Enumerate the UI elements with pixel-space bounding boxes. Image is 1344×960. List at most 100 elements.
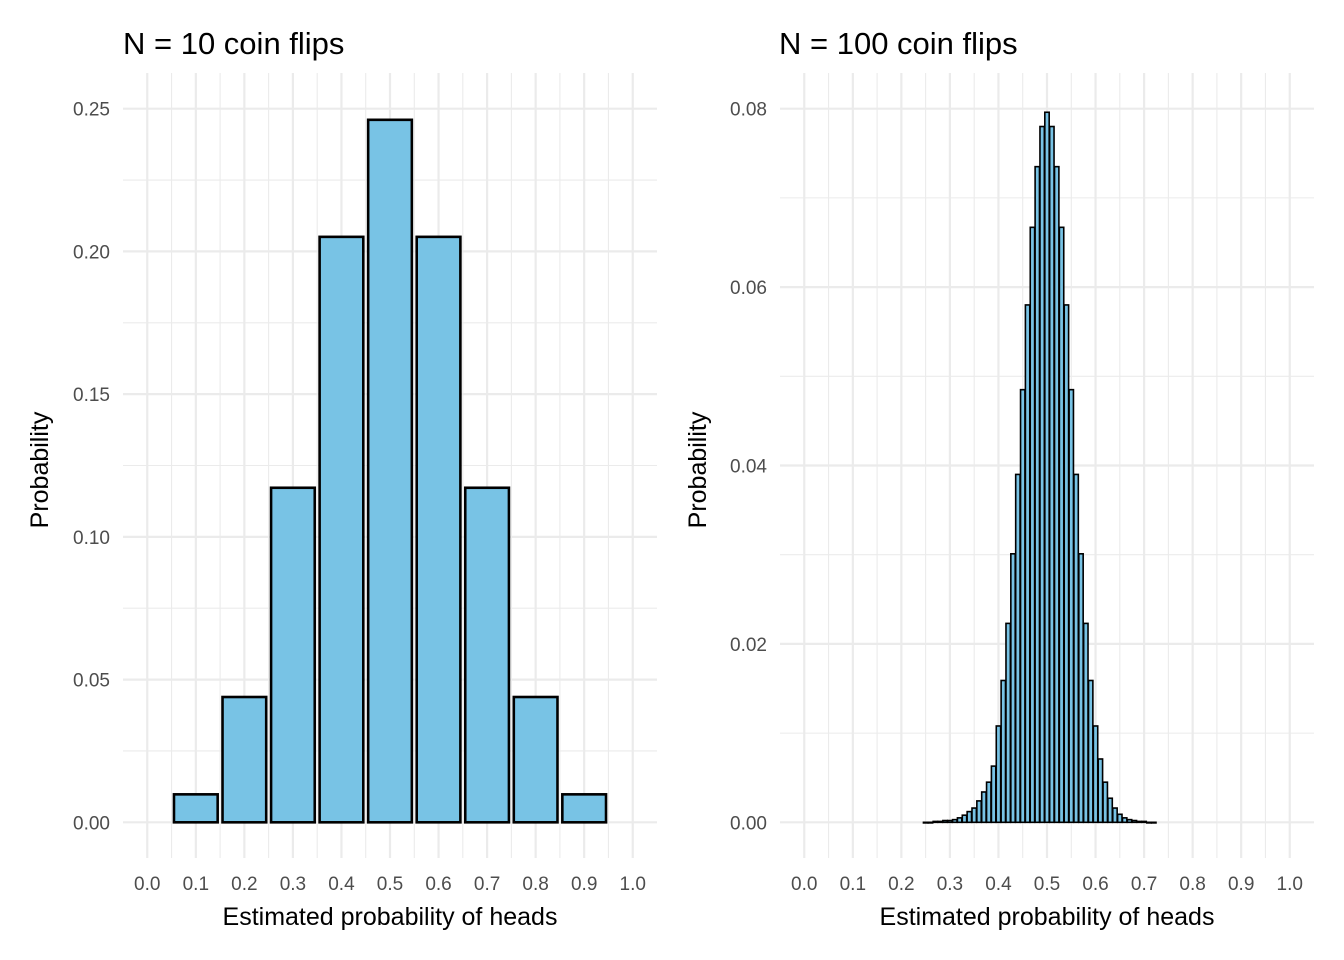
- bar: [1068, 388, 1075, 824]
- bar: [1097, 758, 1104, 824]
- panel-n100: N = 100 coin flips 0.000.020.040.060.08 …: [684, 26, 1314, 931]
- bar: [1116, 813, 1123, 824]
- bar: [976, 800, 983, 824]
- bar: [1063, 304, 1070, 824]
- bar: [1107, 797, 1114, 824]
- bar: [269, 486, 317, 824]
- x-axis-title: Estimated probability of heads: [223, 903, 558, 931]
- x-tick-label: 0.6: [1082, 874, 1108, 895]
- x-tick-label: 0.8: [522, 874, 548, 895]
- x-tick-label: 0.3: [937, 874, 963, 895]
- bar: [1053, 165, 1060, 824]
- bar: [318, 235, 365, 824]
- bar: [995, 725, 1002, 824]
- bar: [937, 820, 944, 824]
- bar: [971, 807, 978, 824]
- bar: [927, 821, 934, 824]
- y-tick-label: 0.05: [73, 671, 110, 692]
- x-tick-label: 0.0: [791, 874, 817, 895]
- bar: [1150, 821, 1157, 824]
- x-axis-title: Estimated probability of heads: [880, 903, 1215, 931]
- bar: [932, 820, 939, 824]
- bars: [172, 118, 608, 824]
- x-tick-label: 0.7: [1131, 874, 1157, 895]
- bar: [1092, 725, 1099, 824]
- bar: [1039, 125, 1046, 824]
- x-tick-label: 0.5: [377, 874, 403, 895]
- bar: [1145, 821, 1152, 824]
- bar: [1077, 553, 1084, 824]
- bar: [1126, 818, 1133, 824]
- x-tick-label: 0.1: [840, 874, 866, 895]
- y-tick-label: 0.20: [73, 242, 110, 263]
- x-tick-label: 0.1: [183, 874, 209, 895]
- y-axis-title: Probability: [684, 411, 712, 528]
- bar: [512, 695, 559, 824]
- bar: [1019, 388, 1026, 824]
- y-tick-label: 0.25: [73, 100, 110, 121]
- panel-n10: N = 10 coin flips 0.000.050.100.150.200.…: [26, 26, 657, 931]
- bar: [1073, 473, 1080, 824]
- y-tick-label: 0.00: [730, 813, 767, 834]
- x-tick-labels: 0.0 0.1 0.2 0.3 0.4 0.5 0.6 0.7 0.8 0.9 1.0: [791, 874, 1303, 895]
- x-tick-label: 0.2: [888, 874, 914, 895]
- bar: [1044, 111, 1050, 824]
- y-tick-labels: 0.00 0.02 0.04 0.06 0.08: [730, 100, 767, 835]
- panel-title: N = 10 coin flips: [123, 26, 344, 61]
- y-tick-label: 0.04: [730, 457, 767, 478]
- bar: [561, 793, 608, 824]
- bar: [1121, 817, 1128, 824]
- bar: [1087, 679, 1094, 824]
- x-tick-label: 0.4: [985, 874, 1012, 895]
- bar: [1010, 553, 1017, 824]
- bar: [1082, 622, 1089, 824]
- bar: [1014, 473, 1021, 824]
- x-tick-label: 0.9: [1228, 874, 1254, 895]
- bar: [1141, 820, 1148, 824]
- bar: [1024, 304, 1031, 824]
- bar: [922, 821, 929, 824]
- bar: [1111, 807, 1118, 824]
- y-tick-label: 0.15: [73, 385, 110, 406]
- bar: [990, 765, 997, 824]
- bar: [1131, 819, 1138, 824]
- bar: [946, 819, 953, 824]
- x-tick-label: 0.4: [328, 874, 355, 895]
- x-tick-label: 1.0: [1277, 874, 1303, 895]
- bar: [942, 819, 949, 824]
- x-tick-label: 1.0: [620, 874, 646, 895]
- x-tick-label: 0.9: [571, 874, 597, 895]
- bar: [366, 118, 414, 824]
- bar: [1136, 820, 1143, 824]
- bar: [1000, 679, 1007, 824]
- y-tick-label: 0.02: [730, 635, 767, 656]
- bar: [1034, 165, 1041, 824]
- bar: [1029, 226, 1036, 824]
- bar: [985, 781, 992, 824]
- bar: [463, 486, 511, 824]
- bar: [951, 818, 958, 824]
- bars: [922, 111, 1157, 824]
- x-tick-label: 0.8: [1179, 874, 1205, 895]
- x-tick-label: 0.2: [231, 874, 257, 895]
- y-tick-labels: 0.00 0.05 0.10 0.15 0.20 0.25: [73, 100, 110, 835]
- bar: [221, 695, 268, 824]
- x-tick-label: 0.3: [280, 874, 306, 895]
- x-tick-labels: 0.0 0.1 0.2 0.3 0.4 0.5 0.6 0.7 0.8 0.9 1.0: [134, 874, 646, 895]
- bar: [956, 817, 963, 824]
- bar: [172, 793, 219, 824]
- x-tick-label: 0.5: [1034, 874, 1060, 895]
- y-tick-label: 0.00: [73, 813, 110, 834]
- y-tick-label: 0.10: [73, 528, 110, 549]
- bar: [961, 814, 968, 824]
- bar: [1005, 622, 1012, 824]
- y-axis-title: Probability: [26, 411, 54, 528]
- bar: [1058, 226, 1065, 824]
- y-tick-label: 0.08: [730, 100, 767, 121]
- bar: [415, 235, 462, 824]
- panel-title: N = 100 coin flips: [779, 26, 1018, 61]
- bar: [966, 810, 973, 824]
- x-tick-label: 0.6: [425, 874, 451, 895]
- x-tick-label: 0.0: [134, 874, 160, 895]
